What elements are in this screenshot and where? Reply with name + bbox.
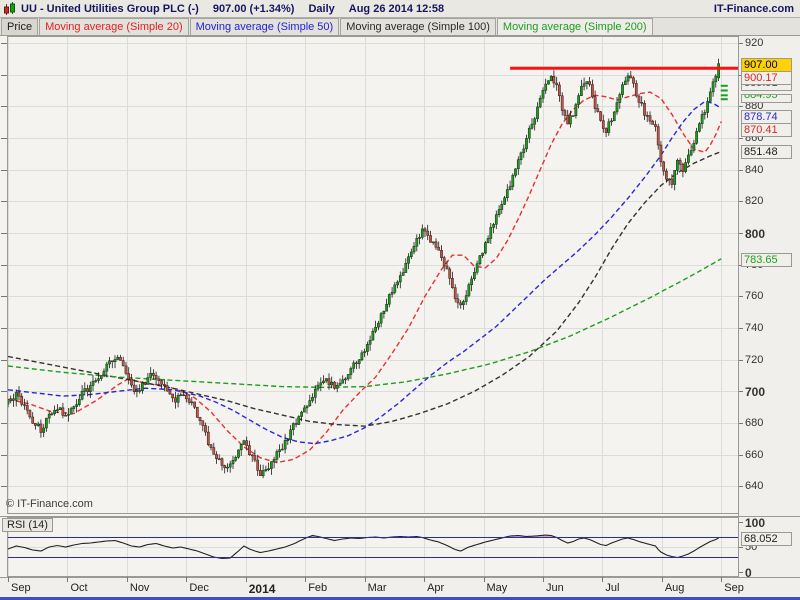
chart-title: UU - United Utilities Group PLC (-) 907.0… xyxy=(21,3,458,15)
month-label: Mar xyxy=(367,582,387,594)
price-value-label: 900.17 xyxy=(741,71,792,85)
price-tick-label: 800 xyxy=(745,227,766,241)
price-tick-label: 720 xyxy=(745,353,764,366)
price-tick-label: 700 xyxy=(745,385,766,400)
price-value-label: 783.65 xyxy=(741,253,792,267)
price-tick-label: 680 xyxy=(745,417,764,429)
indicator-tabs: Price Moving average (Simple 20) Moving … xyxy=(0,18,800,36)
month-label: Dec xyxy=(189,582,209,594)
month-label: Feb xyxy=(308,582,328,594)
price-value-label: 884.95 xyxy=(741,94,792,103)
quote-value: 907.00 (+1.34%) xyxy=(212,2,295,15)
timeframe-label: Daily xyxy=(308,2,335,15)
rsi-value-label: 68.052 xyxy=(741,532,792,546)
datetime-label: Aug 26 2014 12:58 xyxy=(348,2,445,15)
time-axis xyxy=(0,577,800,598)
price-value-label: 907.00 xyxy=(741,58,792,72)
price-tick-label: 760 xyxy=(745,290,764,303)
month-label: Apr xyxy=(427,582,445,594)
month-label: Nov xyxy=(129,582,150,594)
rsi-indicator-tab[interactable]: RSI (14) xyxy=(2,518,53,532)
tab-ma-200[interactable]: Moving average (Simple 200) xyxy=(496,18,653,35)
rsi-tick-label: 0 xyxy=(745,566,752,580)
tab-ma-50[interactable]: Moving average (Simple 50) xyxy=(189,18,340,35)
brand-logo: IT-Finance.com xyxy=(713,2,794,15)
month-label: Jul xyxy=(605,582,620,594)
price-tick-label: 660 xyxy=(745,448,764,461)
price-tick-label: 840 xyxy=(745,163,764,176)
rsi-tick-label: 100 xyxy=(745,516,766,530)
symbol-name: UU - United Utilities Group PLC (-) xyxy=(21,2,199,15)
month-label: Sep xyxy=(11,582,31,594)
price-tick-label: 640 xyxy=(745,480,764,493)
tab-ma-100[interactable]: Moving average (Simple 100) xyxy=(340,18,496,35)
month-label: Aug xyxy=(664,582,685,594)
price-value-label: 870.41 xyxy=(741,123,792,137)
price-tick-label: 740 xyxy=(745,322,764,334)
month-label: May xyxy=(486,582,508,594)
watermark: © IT-Finance.com xyxy=(6,498,93,510)
title-bar: UU - United Utilities Group PLC (-) 907.0… xyxy=(0,0,800,18)
month-label: 2014 xyxy=(248,582,276,596)
price-tick-label: 920 xyxy=(745,37,764,49)
month-label: Oct xyxy=(70,582,88,594)
tab-price[interactable]: Price xyxy=(1,18,39,35)
price-tick-label: 880 xyxy=(745,100,764,113)
month-label: Jun xyxy=(545,582,564,594)
price-value-label: 878.74 xyxy=(741,110,792,124)
tab-ma-20[interactable]: Moving average (Simple 20) xyxy=(39,18,189,35)
price-value-label: 851.48 xyxy=(741,145,792,159)
candlestick-icon xyxy=(3,1,17,16)
window-bottom-edge xyxy=(0,597,800,600)
price-tick-label: 820 xyxy=(745,195,764,208)
month-label: Sep xyxy=(724,582,744,594)
